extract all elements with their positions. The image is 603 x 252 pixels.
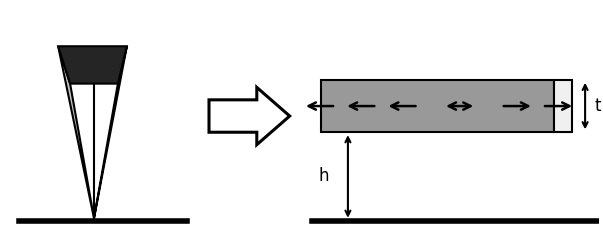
Polygon shape: [58, 46, 94, 218]
Polygon shape: [209, 87, 289, 145]
Bar: [321, 80, 554, 132]
Polygon shape: [58, 46, 127, 84]
Polygon shape: [94, 46, 127, 218]
Text: t: t: [594, 97, 601, 115]
Bar: [554, 80, 572, 132]
Text: h: h: [319, 168, 329, 185]
